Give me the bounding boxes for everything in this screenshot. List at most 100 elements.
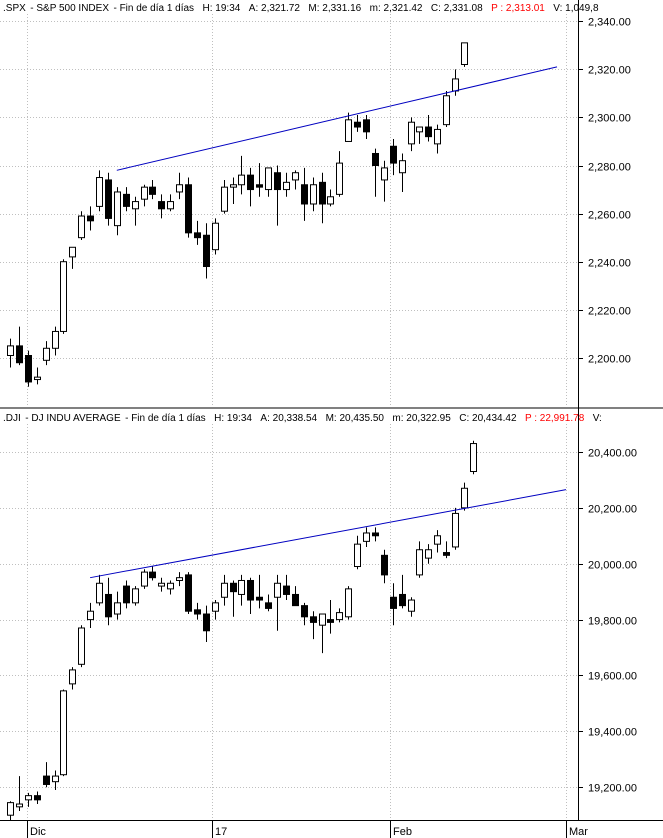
dji-candle [408,597,415,617]
spx-candle-body [238,174,245,186]
spx-candle [292,170,299,190]
dji-candle [149,566,156,581]
spx-candle-body [461,42,468,66]
spx-candle [123,187,130,212]
dji-candle-body [345,588,352,618]
spx-candle-body [274,172,281,191]
dji-ytick-label: 19,800.00 [588,616,637,628]
spx-candle [203,223,210,279]
dji-header-name: DJ INDU AVERAGE [31,413,121,424]
spx-candle [114,187,121,236]
spx-candle-body [60,261,67,332]
dji-header-high: M: 20,435.50 [326,413,385,424]
spx-candle-body [43,347,50,361]
spx-candles [7,42,468,387]
spx-candle [301,167,308,221]
dji-candle-body [425,549,432,559]
dji-header-bar [0,410,663,424]
spx-candle-body [230,184,237,188]
spx-candle [167,194,174,212]
dji-candle-body [230,582,237,593]
spx-candle [96,170,103,212]
dji-candle [470,440,477,475]
dji-candle-body [149,571,156,579]
dji-candle [372,527,379,542]
spx-candle-body [78,215,85,239]
dji-candle [283,574,290,601]
dji-grid [0,424,578,818]
dji-candles [7,440,477,821]
dji-candle-body [34,795,41,801]
dji-header-open: A: 20,338.54 [260,413,317,424]
dji-candle [87,602,94,628]
spx-header-time: H: 19:34 [203,3,241,14]
spx-ytick-label: 2,320.00 [588,65,631,77]
spx-candle-body [443,95,450,126]
dji-candle [132,586,139,606]
dji-candle [247,577,254,615]
dji-candle [167,580,174,595]
dji-header-sep: - [25,413,31,424]
dji-candle [25,792,32,807]
spx-candle-body [310,184,317,205]
spx-candle [43,341,50,366]
spx-candle-body [176,184,183,193]
spx-candle [212,218,219,255]
spx-candle [185,177,192,238]
spx-header-text: .SPX - S&P 500 INDEX - Fin de día 1 días… [3,0,599,15]
dji-candle-body [52,775,59,783]
dji-ytick-label: 19,400.00 [588,727,637,739]
dji-candle-body [310,616,317,623]
spx-candle [256,163,263,197]
spx-header-low: m: 2,321.42 [370,3,423,14]
spx-y-axis: 2,200.00 2,220.00 2,240.00 2,260.00 2,280.00… [578,17,631,366]
spx-candle-body [363,119,370,133]
dji-candle [345,586,352,620]
spx-candle-body [247,174,254,191]
spx-candle-body [7,345,14,356]
spx-header-close: C: 2,331.08 [431,3,483,14]
dji-candle-body [416,549,423,576]
dji-ytick-label: 19,200.00 [588,783,637,795]
dji-candle-body [167,582,174,590]
spx-candle [381,160,388,202]
spx-ytick-label: 2,280.00 [588,162,631,174]
dji-candle-body [390,596,397,609]
dji-header-prev: P : 22,991.78 [525,413,585,424]
dji-candle [238,574,245,606]
spx-candle-body [203,234,210,268]
spx-candle-body [16,345,23,364]
spx-candle [408,117,415,152]
dji-candle-body [363,532,370,542]
spx-candle-body [345,119,352,142]
dji-panel: 19,200.00 19,400.00 19,600.00 19,800.00 20,0… [0,410,663,821]
spx-trendline [116,66,558,171]
spx-candle-body [158,201,165,210]
spx-candle [274,165,281,226]
spx-candle [149,179,156,200]
dji-candle-body [194,609,201,615]
spx-candle-body [149,186,156,195]
dji-candle [425,544,432,564]
dji-header-volume: V: [593,413,602,424]
dji-candle-body [105,593,112,618]
dji-candle-body [327,619,334,623]
spx-candle-body [399,160,406,174]
dji-header-low: m: 20,322.95 [392,413,451,424]
dji-candle-body [238,579,245,595]
dji-ytick-label: 19,600.00 [588,671,637,683]
dji-candle [230,580,237,617]
spx-candle [7,338,14,368]
spx-candle-body [292,172,299,181]
dji-candle [16,776,23,812]
spx-header-name: S&P 500 INDEX [36,3,109,14]
dji-candle-body [203,613,210,632]
dji-candle-body [408,599,415,612]
spx-candle-body [141,186,148,200]
dji-candle-body [354,543,361,568]
dji-candle [434,530,441,553]
dji-header-close: C: 20,434.42 [459,413,517,424]
spx-candle [336,151,343,197]
dji-ytick-label: 20,200.00 [588,504,637,516]
